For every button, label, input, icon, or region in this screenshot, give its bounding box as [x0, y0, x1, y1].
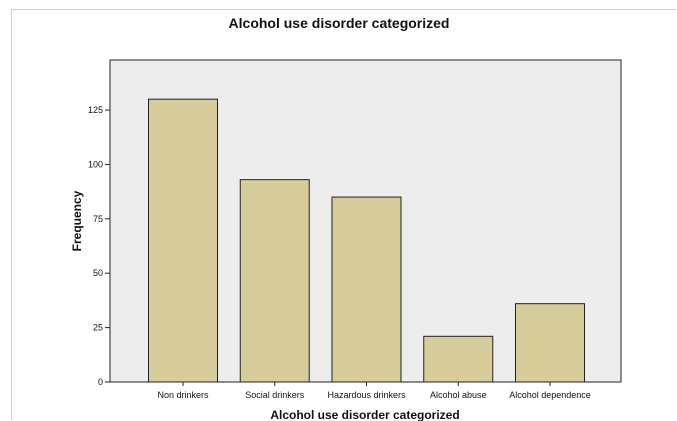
bar-alcohol-dependence [515, 303, 585, 383]
bar-social-drinkers [239, 179, 310, 383]
x-category-label: Alcohol dependence [509, 390, 591, 400]
y-axis-title: Frequency [70, 190, 84, 251]
x-axis: Non drinkers Social drinkers Hazardous dri… [157, 382, 591, 400]
chart-frame [11, 9, 676, 420]
y-tick-label: 100 [88, 159, 103, 169]
x-category-label: Non drinkers [157, 390, 209, 400]
y-tick-label: 125 [88, 105, 103, 115]
y-tick-label: 50 [93, 268, 103, 278]
y-tick-label: 75 [93, 214, 103, 224]
bars-group [148, 98, 585, 383]
bar-alcohol-abuse [423, 335, 494, 383]
x-category-label: Social drinkers [245, 390, 305, 400]
x-category-label: Alcohol abuse [430, 390, 487, 400]
x-category-label: Hazardous drinkers [327, 390, 406, 400]
x-axis-title: Alcohol use disorder categorized [270, 408, 459, 421]
y-axis: 0 25 50 75 100 125 [88, 105, 110, 387]
bar-non-drinkers [148, 98, 218, 383]
bar-hazardous-drinkers [331, 196, 402, 383]
chart-title: Alcohol use disorder categorized [229, 15, 450, 31]
y-tick-label: 0 [98, 377, 103, 387]
y-tick-label: 25 [93, 323, 103, 333]
